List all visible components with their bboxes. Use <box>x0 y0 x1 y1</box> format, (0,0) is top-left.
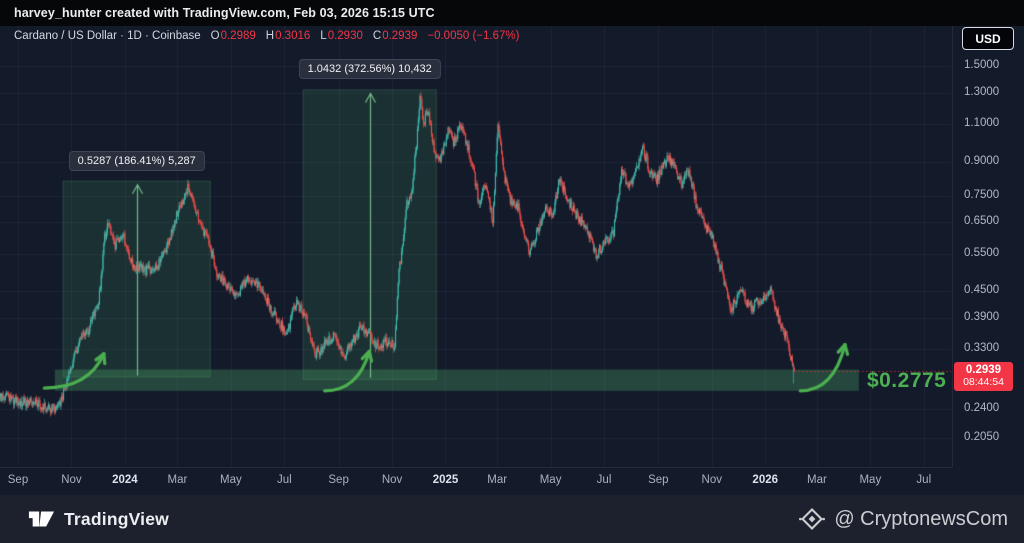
tradingview-logo-icon <box>28 511 55 527</box>
price-tick-label: 0.5500 <box>964 246 1000 259</box>
bar-countdown: 08:44:54 <box>963 375 1004 388</box>
time-tick-label: Sep <box>328 474 349 486</box>
ohlc-close: C 0.2939 <box>372 30 418 42</box>
time-tick-label: Jul <box>916 474 932 486</box>
price-axis[interactable]: 1.5000 1.3000 1.1000 0.9000 0.7500 0.6500 0.55… <box>952 26 1024 467</box>
time-tick-label: Mar <box>807 474 827 486</box>
time-tick-label: Jul <box>596 474 612 486</box>
time-tick-label: Sep <box>648 474 669 486</box>
time-tick-label: Nov <box>701 474 723 486</box>
price-tick-label: 1.1000 <box>964 116 1000 129</box>
support-price-label: $0.2775 <box>866 368 947 392</box>
price-tick-label: 0.9000 <box>964 154 1000 167</box>
time-tick-label: 2024 <box>112 474 138 486</box>
measure-tooltip-2: 1.0432 (372.56%) 10,432 <box>298 59 441 80</box>
price-tick-label: 0.6500 <box>964 215 1000 228</box>
time-tick-label: 2026 <box>752 474 779 486</box>
time-tick-label: Nov <box>61 474 82 486</box>
footer-bar: TradingView @ CryptonewsCom <box>0 495 1024 543</box>
currency-toggle-button[interactable]: USD <box>962 27 1014 50</box>
price-tick-label: 0.7500 <box>964 188 1000 201</box>
time-tick-label: May <box>859 474 882 486</box>
price-tick-label: 0.4500 <box>964 284 1000 297</box>
time-tick-label: Mar <box>487 474 508 486</box>
symbol-title[interactable]: Cardano / US Dollar · 1D · Coinbase <box>14 30 201 42</box>
tradingview-brand-text: TradingView <box>64 508 169 529</box>
time-tick-label: May <box>219 474 242 486</box>
symbol-header: Cardano / US Dollar · 1D · Coinbase O 0.2… <box>14 30 519 42</box>
price-tick-label: 1.3000 <box>964 85 1000 98</box>
time-tick-label: 2025 <box>432 474 459 486</box>
time-tick-label: May <box>539 474 562 486</box>
price-tick-label: 0.3300 <box>964 342 1000 355</box>
attribution-text: harvey_hunter created with TradingView.c… <box>14 6 435 20</box>
price-tick-label: 0.2050 <box>964 431 1000 444</box>
tradingview-brand[interactable]: TradingView <box>28 508 169 530</box>
last-price-label: 0.2939 08:44:54 <box>954 361 1013 391</box>
price-tick-label: 0.3900 <box>964 310 1000 323</box>
time-axis[interactable]: Sep Nov 2024 Mar May Jul Sep Nov 2025 Mar May Jul Se… <box>0 467 952 496</box>
cryptonews-watermark: @ CryptonewsCom <box>799 495 1008 543</box>
price-tick-label: 1.5000 <box>964 59 1000 71</box>
measure-tooltip-1: 0.5287 (186.41%) 5,287 <box>68 150 205 171</box>
price-change: −0.0050 (−1.67%) <box>427 30 520 42</box>
time-tick-label: Nov <box>381 474 403 486</box>
ohlc-high: H 0.3016 <box>265 30 311 42</box>
time-tick-label: Jul <box>276 474 292 486</box>
ohlc-open: O 0.2989 <box>210 30 256 42</box>
time-tick-label: Mar <box>167 474 188 486</box>
cryptonews-diamond-icon <box>799 508 826 530</box>
watermark-text: @ CryptonewsCom <box>834 507 1008 530</box>
last-price-value: 0.2939 <box>965 363 1002 376</box>
ohlc-low: L 0.2930 <box>320 30 363 42</box>
attribution-bar: harvey_hunter created with TradingView.c… <box>0 0 1024 26</box>
time-tick-label: Sep <box>7 474 29 486</box>
price-tick-label: 0.2400 <box>964 401 1000 414</box>
